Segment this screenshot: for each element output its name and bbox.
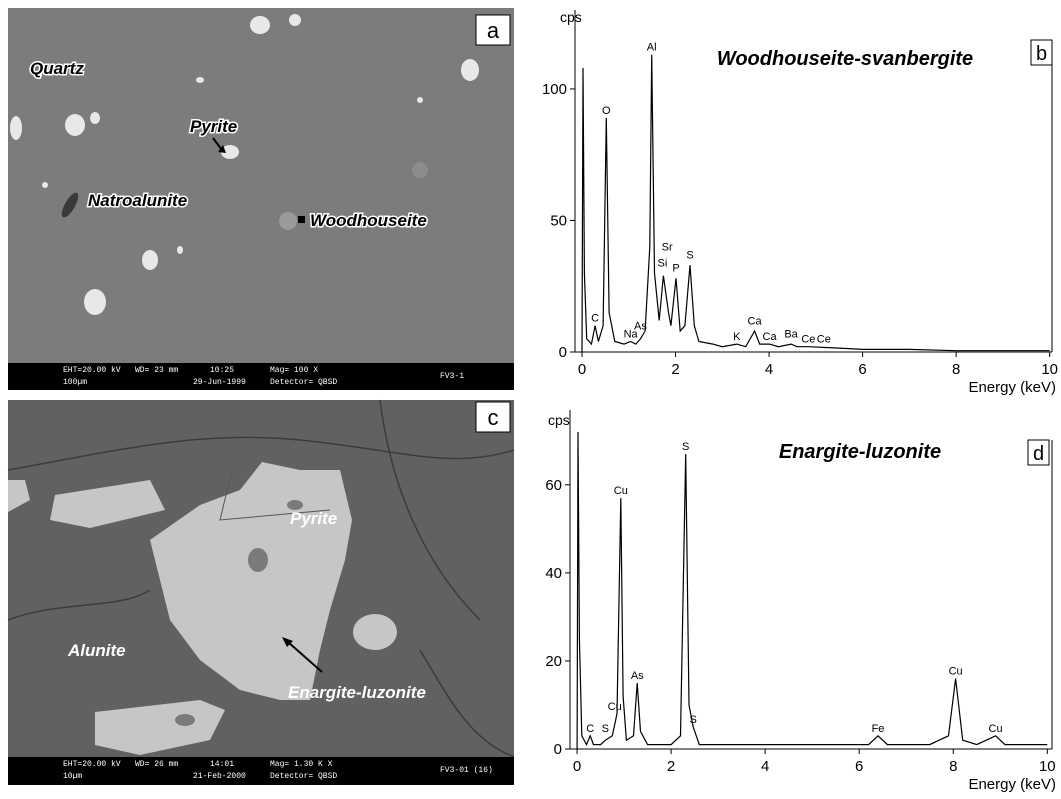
x-tick-label: 6: [858, 361, 866, 378]
mineral-label: Enargite-luzonite: [288, 683, 426, 702]
info-text: 100µm: [63, 378, 87, 387]
peak-label: Ce: [817, 334, 831, 346]
peak-label: Ce: [801, 334, 815, 346]
peak-label: S: [602, 723, 609, 735]
panel-label: c: [488, 405, 499, 430]
spectrum-line: [577, 432, 1047, 749]
info-text: 14:01: [210, 760, 234, 769]
x-tick-label: 10: [1041, 361, 1058, 378]
mineral-label: Pyrite: [290, 509, 337, 528]
mineral-label: Woodhouseite: [310, 211, 427, 230]
y-tick-label: 50: [550, 212, 567, 229]
y-tick-label: 0: [554, 741, 562, 758]
spectrum-line: [582, 55, 1050, 352]
y-tick-label: 100: [542, 81, 567, 98]
x-tick-label: 6: [855, 758, 863, 775]
x-tick-label: 2: [667, 758, 675, 775]
info-text: Detector= QBSD: [270, 378, 337, 387]
y-tick-label: 0: [559, 344, 567, 361]
peak-label: Sr: [662, 242, 673, 254]
figure: a c Quartz Pyrite Natroalunite Woodhouseite…: [0, 0, 1061, 799]
peak-label: K: [733, 331, 741, 343]
peak-label: Ca: [763, 331, 778, 343]
info-text: Detector= QBSD: [270, 772, 337, 781]
x-tick-label: 4: [761, 758, 769, 775]
peak-label: Cu: [614, 485, 628, 497]
mineral-label: Pyrite: [190, 117, 237, 136]
sem-image-c: c: [8, 400, 514, 785]
x-tick-label: 2: [671, 361, 679, 378]
panel-label: b: [1036, 43, 1047, 65]
sem-image-a: a: [8, 8, 514, 390]
mineral-label: Natroalunite: [88, 191, 187, 210]
y-tick-label: 40: [545, 565, 562, 582]
x-tick-label: 8: [952, 361, 960, 378]
chart-title: Enargite-luzonite: [779, 441, 941, 463]
info-text: EHT=20.00 kV: [63, 760, 121, 769]
x-tick-label: 4: [765, 361, 773, 378]
info-text: WD= 26 mm: [135, 760, 178, 769]
info-text: FV3-01 (16): [440, 766, 493, 775]
x-tick-label: 0: [573, 758, 581, 775]
peak-label: Cu: [949, 666, 963, 678]
info-text: Mag= 100 X: [270, 366, 318, 375]
peak-label: C: [591, 313, 599, 325]
image-background: [8, 8, 514, 363]
peak-label: C: [586, 723, 594, 735]
info-text: 10:25: [210, 366, 234, 375]
info-text: Mag= 1.30 K X: [270, 760, 333, 769]
info-text: 10µm: [63, 772, 82, 781]
x-tick-label: 0: [578, 361, 586, 378]
peak-label: S: [682, 441, 689, 453]
mineral-label: Quartz: [30, 59, 84, 78]
x-tick-label: 10: [1039, 758, 1056, 775]
info-text: EHT=20.00 kV: [63, 366, 121, 375]
peak-label: S: [686, 250, 693, 262]
chart-title: Woodhouseite-svanbergite: [717, 48, 973, 70]
y-tick-label: 60: [545, 477, 562, 494]
marker: [298, 216, 305, 223]
peak-label: As: [634, 321, 647, 333]
y-axis-label: cps: [560, 9, 582, 25]
mineral-label: Alunite: [67, 641, 126, 660]
peak-label: As: [631, 670, 644, 682]
info-text: 29-Jun-1999: [193, 378, 246, 387]
peak-label: Cu: [608, 701, 622, 713]
peak-label: Al: [647, 42, 657, 54]
peak-label: P: [672, 263, 679, 275]
y-axis-label: cps: [548, 412, 570, 428]
peak-label: Ba: [784, 328, 798, 340]
peak-label: Ca: [748, 315, 763, 327]
grain: [412, 162, 428, 178]
x-axis-label: Energy (keV): [968, 379, 1056, 396]
y-tick-label: 20: [545, 653, 562, 670]
woodhouseite-grain: [279, 212, 297, 230]
panel-label: a: [487, 18, 500, 43]
peak-label: S: [690, 714, 697, 726]
info-text: FV3-1: [440, 372, 464, 381]
peak-label: O: [602, 105, 611, 117]
peak-label: Fe: [872, 723, 885, 735]
info-text: 21-Feb-2000: [193, 772, 246, 781]
peak-label: Si: [658, 257, 668, 269]
info-text: WD= 23 mm: [135, 366, 178, 375]
panel-label: d: [1033, 443, 1044, 465]
peak-label: Cu: [989, 723, 1003, 735]
x-axis-label: Energy (keV): [968, 776, 1056, 793]
x-tick-label: 8: [949, 758, 957, 775]
